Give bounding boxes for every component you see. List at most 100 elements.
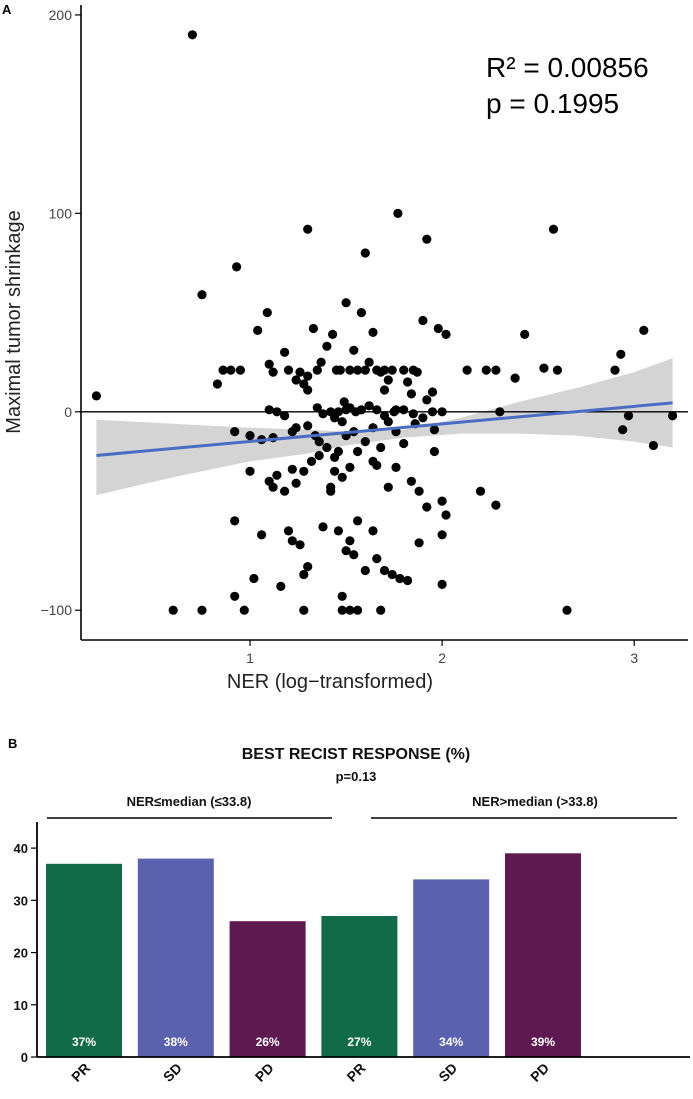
data-point [391, 462, 401, 472]
data-point [287, 464, 297, 474]
data-point [364, 357, 374, 367]
data-point [330, 452, 340, 462]
data-point [303, 385, 313, 395]
data-point [337, 472, 347, 482]
data-point [618, 425, 628, 435]
data-point [441, 510, 451, 520]
data-point [218, 365, 228, 375]
group-label-high-ner: NER>median (>33.8) [472, 794, 598, 809]
data-point [291, 478, 301, 488]
bar-chart-p-value: p=0.13 [336, 769, 377, 784]
data-point [399, 438, 409, 449]
data-point [368, 327, 378, 337]
data-point [341, 298, 351, 308]
r-squared-annotation: R² = 0.00856 [486, 52, 649, 83]
data-point [280, 486, 290, 496]
data-point [383, 375, 393, 385]
data-point [197, 605, 207, 615]
data-point [230, 516, 240, 526]
data-point [333, 526, 343, 536]
data-point [356, 308, 366, 318]
y-tick-label: −100 [40, 602, 72, 618]
data-point [295, 540, 305, 550]
data-point [283, 365, 294, 375]
data-point [239, 605, 249, 615]
bar-y-tick-label: 20 [14, 946, 28, 961]
data-point [427, 407, 438, 417]
data-point [422, 502, 432, 512]
data-point [232, 262, 242, 272]
data-point [353, 365, 363, 375]
data-point [268, 482, 278, 492]
data-point [339, 397, 349, 407]
data-point [422, 395, 432, 405]
data-point [510, 373, 520, 383]
data-point [345, 462, 355, 472]
data-point [429, 446, 439, 457]
bar-y-tick-label: 30 [14, 893, 28, 908]
bar-category-label: PD [527, 1060, 552, 1085]
data-point [330, 466, 340, 476]
y-tick-label: 200 [49, 7, 73, 23]
data-point [391, 405, 401, 415]
bar-category-label: SD [160, 1060, 185, 1085]
data-point [399, 365, 409, 375]
bar-value-label: 38% [164, 1035, 188, 1049]
data-point [481, 365, 491, 375]
bar-value-label: 26% [256, 1035, 280, 1049]
bar-y-tick-label: 10 [14, 998, 28, 1013]
data-point [376, 605, 386, 615]
data-point [306, 456, 317, 466]
bar-category-label: PR [343, 1060, 368, 1085]
bar-sd [413, 879, 490, 1057]
data-point [337, 417, 347, 427]
data-point [406, 389, 416, 399]
data-point [520, 329, 530, 339]
data-point [562, 605, 572, 615]
data-point [291, 423, 301, 433]
data-point [462, 365, 472, 375]
data-point [360, 248, 370, 258]
data-point [318, 522, 328, 532]
bar-category-label: PR [68, 1060, 93, 1085]
data-point [437, 407, 447, 417]
data-point [328, 329, 338, 339]
data-point [226, 365, 236, 375]
data-point [345, 365, 355, 375]
data-point [264, 359, 274, 369]
data-point [314, 450, 324, 461]
data-point [668, 411, 678, 421]
confidence-band [96, 358, 673, 496]
bar-pr [321, 916, 398, 1057]
data-point [360, 437, 370, 447]
data-point [418, 413, 428, 423]
data-point [437, 530, 447, 540]
data-point [639, 325, 649, 335]
data-point [491, 500, 501, 510]
scatter-points [91, 30, 678, 615]
data-point [280, 347, 290, 357]
data-point [353, 605, 363, 615]
data-point [337, 591, 347, 601]
y-axis-label: Maximal tumor shrinkage [3, 210, 25, 433]
data-point [318, 409, 328, 419]
data-point [187, 30, 197, 40]
data-point [230, 591, 240, 601]
data-point [303, 371, 313, 381]
data-point [648, 440, 659, 451]
group-label-low-ner: NER≤median (≤33.8) [127, 794, 252, 809]
data-point [368, 526, 378, 536]
data-point [295, 367, 305, 377]
data-point [376, 442, 386, 453]
data-point [616, 349, 626, 359]
data-point [412, 367, 422, 377]
bar-value-label: 39% [531, 1035, 555, 1049]
data-point [333, 407, 343, 417]
p-value-annotation: p = 0.1995 [486, 88, 619, 119]
data-point [349, 345, 359, 355]
data-point [406, 476, 416, 486]
data-point [437, 496, 447, 506]
data-point [335, 365, 345, 375]
data-point [475, 486, 486, 496]
data-point [360, 365, 370, 375]
